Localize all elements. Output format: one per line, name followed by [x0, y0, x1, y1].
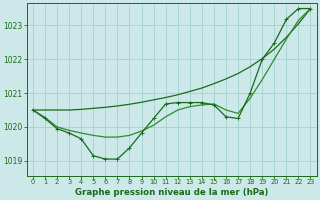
X-axis label: Graphe pression niveau de la mer (hPa): Graphe pression niveau de la mer (hPa) [75, 188, 268, 197]
